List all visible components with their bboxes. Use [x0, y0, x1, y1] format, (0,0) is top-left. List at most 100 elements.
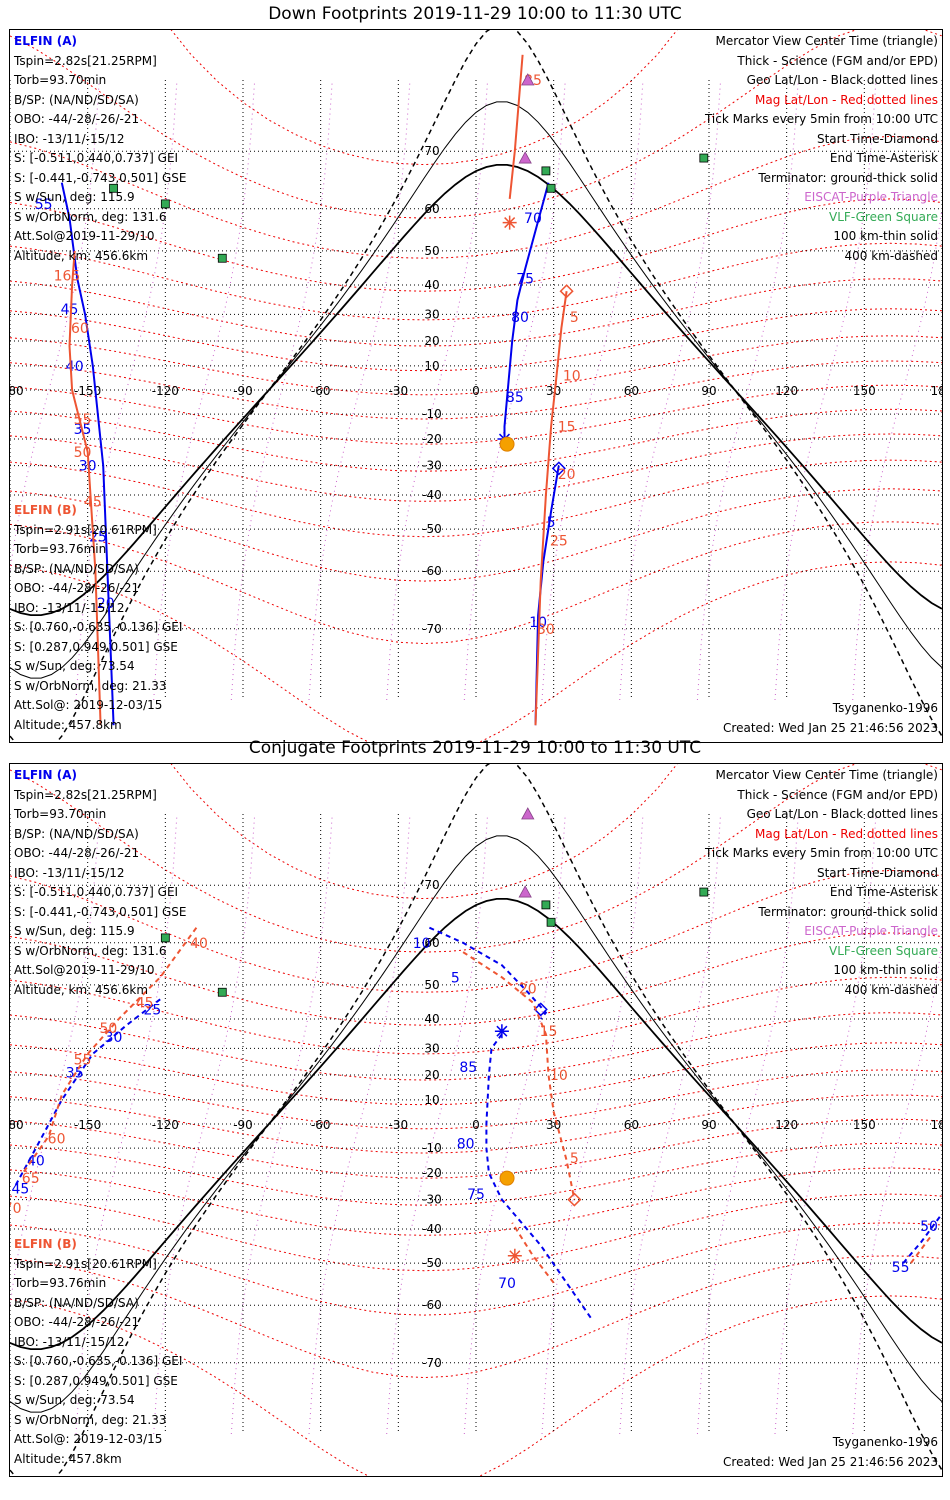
track-tick-label: 70: [498, 1276, 516, 1292]
terminator-line: [10, 101, 942, 679]
footprint-track: [534, 465, 560, 726]
track-tick-label: 40: [190, 936, 208, 952]
x-tick-label: 60: [624, 384, 639, 398]
info-line: IBO: -13/11/-15/12: [14, 865, 125, 880]
legend-item: Mercator View Center Time (triangle): [715, 768, 938, 782]
track-tick-label: 80: [457, 1136, 475, 1152]
track-tick-label: 20: [97, 596, 115, 612]
vlf-square: [546, 183, 556, 193]
x-tick-label: -120: [152, 384, 179, 398]
vlf-square: [160, 933, 170, 943]
x-tick-label: -180: [10, 1118, 24, 1132]
legend-item: Mercator View Center Time (triangle): [715, 34, 938, 48]
info-line: Tspin=2.91s[20.61RPM]: [14, 1256, 157, 1271]
legend-item: End Time-Asterisk: [829, 151, 938, 165]
info-line: S: [0.287,0.949,0.501] GSE: [14, 639, 178, 654]
x-tick-label: -90: [233, 1118, 253, 1132]
track-tick-label: 5: [570, 1151, 579, 1167]
legend-item: EISCAT-Purple Triangle: [804, 924, 938, 938]
y-tick-label: -20: [422, 432, 442, 446]
info-line: Att.Sol@: 2019-12-03/15: [14, 1432, 163, 1446]
x-tick-label: 180: [931, 1118, 942, 1132]
vlf-square: [546, 917, 556, 927]
mag-lon-line: [10, 79, 100, 576]
mag-lat-line: [10, 976, 942, 1055]
info-line: B/SP: (NA/ND/SD/SA): [14, 1295, 139, 1310]
vlf-square: [699, 153, 709, 163]
footprint-map-down: -180 -150 -120 -90 -60 -30 0 30 60 90 120 150 180 -70…: [10, 30, 942, 742]
legend-item: End Time-Asterisk: [829, 885, 938, 899]
vlf-markers: [160, 887, 709, 997]
info-line: S w/Sun, deg: 115.9: [14, 924, 135, 938]
track-tick-label: 45: [61, 302, 79, 318]
footprint-track: [534, 291, 568, 726]
track-tick-label: 55: [35, 197, 53, 213]
mag-lon-line: [75, 813, 178, 1435]
x-tick-label: 0: [472, 1118, 480, 1132]
panel-title-down: Down Footprints 2019-11-29 10:00 to 11:3…: [268, 4, 682, 24]
y-tick-label: 70: [424, 878, 439, 892]
info-line: Tspin=2.91s[20.61RPM]: [14, 522, 157, 537]
footprint-track: [68, 250, 102, 726]
track-tick-label: 10: [529, 615, 547, 631]
mag-lat-line: [10, 308, 942, 372]
elfin-b-info: ELFIN (B) Tspin=2.91s[20.61RPM] Torb=93.…: [14, 1235, 182, 1469]
x-tick-label: 90: [701, 1118, 716, 1132]
track-tick-label: 65: [22, 1171, 40, 1187]
mag-lon-line: [153, 79, 256, 701]
info-line: B/SP: (NA/ND/SD/SA): [14, 561, 139, 576]
info-line: S w/OrbNorm, deg: 21.33: [14, 1412, 167, 1427]
mag-lat-line: [10, 459, 942, 538]
info-line: Tspin=2.82s[21.25RPM]: [14, 787, 157, 802]
y-tick-label: -10: [422, 1141, 442, 1155]
footprint-track: [60, 182, 115, 726]
eiscat-triangle: [521, 73, 535, 86]
track-tick-label: 20: [558, 467, 576, 483]
elfin-b-info: ELFIN (B) Tspin=2.91s[20.61RPM] Torb=93.…: [14, 501, 182, 735]
terminator-line: [10, 164, 942, 616]
elfin-a-info: ELFIN (A) Tspin=2.82s[21.25RPM] Torb=93.…: [14, 766, 187, 1000]
end-asterisk: [494, 1024, 509, 1039]
y-tick-label: 60: [424, 936, 439, 950]
mag-lon-line: [230, 79, 333, 701]
vlf-square: [217, 987, 227, 997]
info-line: S: [-0.511,0.440,0.737] GEI: [14, 151, 179, 165]
legend-item: Terminator: ground-thick solid: [758, 904, 938, 919]
info-line: Torb=93.70min: [14, 807, 107, 821]
legend-item: VLF-Green Square: [829, 209, 938, 224]
elfin-b-name: ELFIN (B): [14, 1237, 77, 1251]
mag-lon-line: [541, 813, 644, 1435]
x-tick-label: 30: [546, 1118, 561, 1132]
terminator: [10, 764, 942, 1476]
sun-icon: [499, 436, 515, 452]
geo-grid: [10, 80, 942, 700]
track-tick-label: 5: [547, 515, 556, 531]
info-line: S w/OrbNorm, deg: 131.6: [14, 209, 167, 224]
vlf-square: [109, 183, 118, 193]
legend-item: VLF-Green Square: [829, 943, 938, 958]
legend-item: Thick - Science (FGM and/or EPD): [737, 53, 938, 68]
x-tick-label: -180: [10, 384, 24, 398]
track-tick-label: 85: [459, 1060, 477, 1076]
start-diamond: [559, 284, 574, 299]
y-tick-label: -20: [422, 1166, 442, 1180]
x-tick-label: 30: [546, 384, 561, 398]
terminator-line: [10, 835, 942, 1413]
track-tick-label: 165: [54, 268, 81, 284]
info-line: S: [0.287,0.949,0.501] GSE: [14, 1373, 178, 1388]
track-tick-label: 15: [540, 1024, 558, 1040]
mag-lat-line: [10, 869, 942, 993]
mag-lon-line: [463, 813, 566, 1435]
mag-lon-line: [541, 79, 644, 701]
y-tick-label: -60: [422, 564, 442, 578]
y-tick-label: -70: [422, 1356, 442, 1370]
track-tick-label: 55: [892, 1260, 910, 1276]
legend-item: Geo Lat/Lon - Black dotted lines: [746, 807, 938, 821]
info-line: Altitude: 457.8km: [14, 1451, 122, 1466]
x-tick-label: -60: [311, 384, 331, 398]
y-tick-label: 30: [424, 307, 439, 321]
mag-lon-line: [696, 813, 799, 1435]
legend-item: 100 km-thin solid: [833, 963, 938, 977]
mag-lon-line: [308, 813, 411, 1435]
mag-lon-line: [774, 813, 877, 1435]
